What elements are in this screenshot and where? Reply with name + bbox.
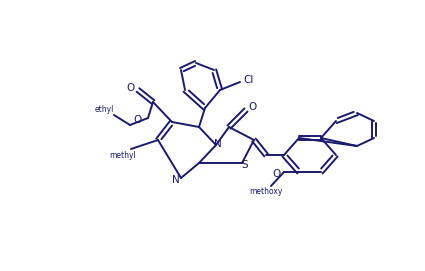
Text: S: S <box>242 160 248 170</box>
Text: ethyl: ethyl <box>94 105 113 115</box>
Text: N: N <box>214 139 222 149</box>
Text: methoxy: methoxy <box>249 186 283 195</box>
Text: O: O <box>273 169 281 179</box>
Text: O: O <box>249 102 257 112</box>
Text: O: O <box>127 83 135 93</box>
Text: methyl: methyl <box>110 150 136 160</box>
Text: N: N <box>172 175 180 185</box>
Text: O: O <box>134 115 142 125</box>
Text: Cl: Cl <box>244 75 254 85</box>
